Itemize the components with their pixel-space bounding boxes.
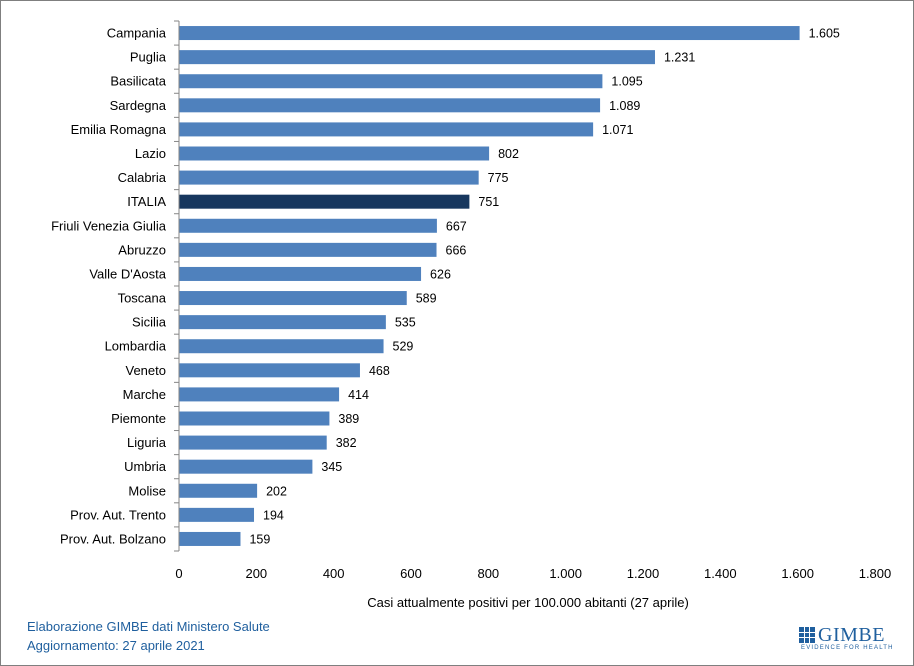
- x-tick-label-0: 0: [175, 566, 182, 581]
- value-label-campania: 1.605: [809, 27, 840, 41]
- bar-calabria: [179, 170, 479, 185]
- gimbe-logo: GIMBE EVIDENCE FOR HEALTH: [799, 624, 893, 654]
- value-label-prov-aut-trento: 194: [263, 508, 284, 522]
- category-label-calabria: Calabria: [118, 170, 167, 185]
- bar-prov-aut-bolzano: [179, 531, 241, 546]
- bar-italia: [179, 194, 470, 209]
- bar-umbria: [179, 459, 313, 474]
- bar-lazio: [179, 146, 490, 161]
- x-tick-label-1200: 1.200: [627, 566, 660, 581]
- x-tick-label-1800: 1.800: [859, 566, 892, 581]
- x-tick-label-1400: 1.400: [704, 566, 737, 581]
- logo-tagline: EVIDENCE FOR HEALTH: [801, 645, 894, 651]
- x-tick-label-800: 800: [477, 566, 499, 581]
- logo-grid-icon: [799, 627, 815, 643]
- bar-prov-aut-trento: [179, 507, 255, 522]
- footer-source: Elaborazione GIMBE dati Ministero Salute: [27, 619, 270, 634]
- category-label-veneto: Veneto: [126, 363, 167, 378]
- value-label-umbria: 345: [321, 460, 342, 474]
- category-label-liguria: Liguria: [127, 435, 167, 450]
- bar-emilia-romagna: [179, 122, 594, 137]
- bar-friuli-venezia-giulia: [179, 218, 437, 233]
- value-label-abruzzo: 666: [446, 243, 467, 257]
- category-labels: Campania Puglia Basilicata Sardegna Emilia R…: [51, 26, 167, 547]
- category-label-basilicata: Basilicata: [110, 74, 166, 89]
- bar-abruzzo: [179, 242, 437, 257]
- footer-updated: Aggiornamento: 27 aprile 2021: [27, 638, 205, 653]
- category-label-prov-aut-bolzano: Prov. Aut. Bolzano: [60, 531, 166, 546]
- value-label-sardegna: 1.089: [609, 99, 640, 113]
- category-label-abruzzo: Abruzzo: [118, 242, 166, 257]
- value-label-piemonte: 389: [338, 412, 359, 426]
- value-label-valle-d-aosta: 626: [430, 267, 451, 281]
- x-tick-label-1000: 1.000: [549, 566, 582, 581]
- category-label-campania: Campania: [107, 26, 167, 41]
- x-axis-title: Casi attualmente positivi per 100.000 ab…: [367, 595, 689, 610]
- bar-sicilia: [179, 315, 386, 330]
- x-tick-label-200: 200: [245, 566, 267, 581]
- bars-group: [179, 26, 800, 546]
- value-labels: 1.605 1.231 1.095 1.089 1.071 802 775 751 667 666…: [249, 27, 839, 547]
- x-axis: 0 200 400 600 800 1.000 1.200 1.400 1.600 1.800: [174, 20, 892, 581]
- value-label-friuli-venezia-giulia: 667: [446, 219, 467, 233]
- bar-basilicata: [179, 74, 603, 89]
- x-tick-label-600: 600: [400, 566, 422, 581]
- bar-piemonte: [179, 411, 330, 426]
- category-label-puglia: Puglia: [130, 50, 167, 65]
- bar-lombardia: [179, 339, 384, 354]
- bar-liguria: [179, 435, 327, 450]
- category-label-toscana: Toscana: [118, 291, 167, 306]
- category-label-piemonte: Piemonte: [111, 411, 166, 426]
- value-label-lazio: 802: [498, 147, 519, 161]
- value-label-lombardia: 529: [393, 340, 414, 354]
- category-label-italia: ITALIA: [127, 194, 166, 209]
- bar-campania: [179, 26, 800, 41]
- value-label-basilicata: 1.095: [611, 75, 642, 89]
- value-label-calabria: 775: [488, 171, 509, 185]
- category-label-emilia-romagna: Emilia Romagna: [71, 122, 167, 137]
- category-label-molise: Molise: [128, 483, 166, 498]
- value-label-puglia: 1.231: [664, 51, 695, 65]
- bar-marche: [179, 387, 340, 402]
- footer-credits: Elaborazione GIMBE dati Ministero Salute…: [27, 617, 270, 655]
- category-label-prov-aut-trento: Prov. Aut. Trento: [70, 507, 166, 522]
- value-label-sicilia: 535: [395, 316, 416, 330]
- x-tick-label-400: 400: [323, 566, 345, 581]
- value-label-molise: 202: [266, 484, 287, 498]
- value-label-prov-aut-bolzano: 159: [249, 532, 270, 546]
- bar-valle-d-aosta: [179, 266, 422, 281]
- value-label-toscana: 589: [416, 292, 437, 306]
- bar-molise: [179, 483, 258, 498]
- category-label-valle-d-aosta: Valle D'Aosta: [89, 266, 166, 281]
- category-label-sardegna: Sardegna: [110, 98, 167, 113]
- category-label-lazio: Lazio: [135, 146, 166, 161]
- category-label-lombardia: Lombardia: [105, 339, 167, 354]
- category-label-friuli-venezia-giulia: Friuli Venezia Giulia: [51, 218, 167, 233]
- bar-toscana: [179, 291, 407, 306]
- bar-sardegna: [179, 98, 601, 113]
- category-label-umbria: Umbria: [124, 459, 167, 474]
- category-label-marche: Marche: [123, 387, 166, 402]
- category-label-sicilia: Sicilia: [132, 315, 167, 330]
- bar-veneto: [179, 363, 360, 378]
- x-tick-label-1600: 1.600: [781, 566, 814, 581]
- value-label-marche: 414: [348, 388, 369, 402]
- logo-wordmark: GIMBE: [818, 624, 885, 646]
- value-label-emilia-romagna: 1.071: [602, 123, 633, 137]
- value-label-veneto: 468: [369, 364, 390, 378]
- value-label-italia: 751: [478, 195, 499, 209]
- value-label-liguria: 382: [336, 436, 357, 450]
- bar-puglia: [179, 50, 655, 65]
